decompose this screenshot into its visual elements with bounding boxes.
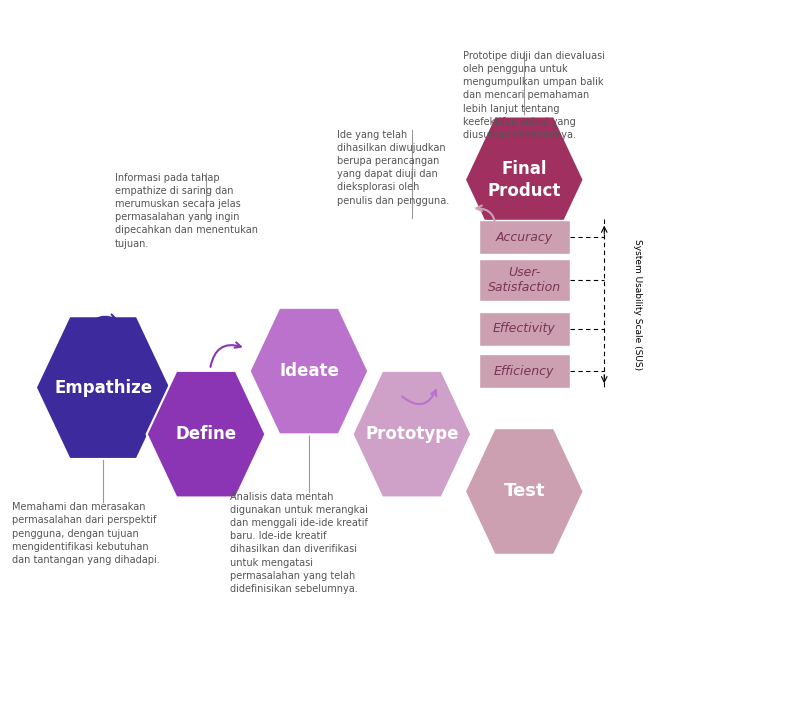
FancyBboxPatch shape [478, 220, 570, 254]
Text: Prototype: Prototype [365, 425, 458, 443]
Text: User-
Satisfaction: User- Satisfaction [488, 266, 561, 294]
Text: Accuracy: Accuracy [496, 231, 553, 244]
FancyBboxPatch shape [478, 260, 570, 301]
Text: Analisis data mentah
digunakan untuk merangkai
dan menggali ide-ide kreatif
baru: Analisis data mentah digunakan untuk mer… [230, 492, 368, 594]
FancyBboxPatch shape [478, 354, 570, 389]
Text: Efficiency: Efficiency [494, 365, 554, 378]
Text: Informasi pada tahap
empathize di saring dan
merumuskan secara jelas
permasalaha: Informasi pada tahap empathize di saring… [115, 173, 258, 249]
Polygon shape [465, 428, 584, 555]
Text: Ideate: Ideate [279, 362, 339, 380]
Polygon shape [250, 308, 368, 434]
Text: Prototipe diuji dan dievaluasi
oleh pengguna untuk
mengumpulkan umpan balik
dan : Prototipe diuji dan dievaluasi oleh peng… [463, 51, 606, 140]
Polygon shape [36, 316, 170, 459]
Text: Final
Product: Final Product [488, 160, 561, 200]
Text: System Usability Scale (SUS): System Usability Scale (SUS) [633, 239, 642, 370]
Polygon shape [146, 371, 266, 497]
Text: Memahami dan merasakan
permasalahan dari perspektif
pengguna, dengan tujuan
meng: Memahami dan merasakan permasalahan dari… [12, 502, 160, 565]
Text: Test: Test [503, 483, 545, 500]
Text: Ide yang telah
dihasilkan diwujudkan
berupa perancangan
yang dapat diuji dan
die: Ide yang telah dihasilkan diwujudkan ber… [337, 130, 449, 206]
Text: Effectivity: Effectivity [493, 323, 556, 336]
Polygon shape [465, 117, 584, 243]
Text: Define: Define [175, 425, 237, 443]
Polygon shape [353, 371, 471, 497]
FancyBboxPatch shape [478, 312, 570, 346]
Text: Empathize: Empathize [54, 378, 152, 397]
